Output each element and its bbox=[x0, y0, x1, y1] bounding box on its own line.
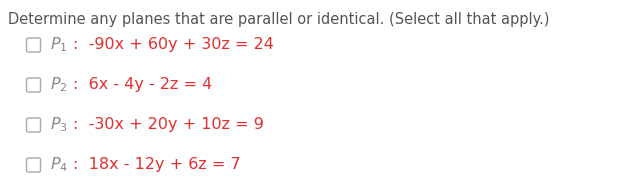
Text: :  6x - 4y - 2z = 4: : 6x - 4y - 2z = 4 bbox=[73, 78, 212, 92]
Text: :  18x - 12y + 6z = 7: : 18x - 12y + 6z = 7 bbox=[73, 157, 241, 173]
Text: :  -30x + 20y + 10z = 9: : -30x + 20y + 10z = 9 bbox=[73, 118, 264, 133]
FancyBboxPatch shape bbox=[27, 118, 40, 132]
FancyBboxPatch shape bbox=[27, 38, 40, 52]
Text: Determine any planes that are parallel or identical. (Select all that apply.): Determine any planes that are parallel o… bbox=[8, 12, 549, 27]
Text: $P_4$: $P_4$ bbox=[50, 156, 68, 174]
Text: $P_2$: $P_2$ bbox=[50, 76, 68, 94]
Text: $P_1$: $P_1$ bbox=[50, 36, 68, 54]
FancyBboxPatch shape bbox=[27, 78, 40, 92]
Text: $P_3$: $P_3$ bbox=[50, 116, 68, 134]
Text: :  -90x + 60y + 30z = 24: : -90x + 60y + 30z = 24 bbox=[73, 37, 274, 52]
FancyBboxPatch shape bbox=[27, 158, 40, 172]
